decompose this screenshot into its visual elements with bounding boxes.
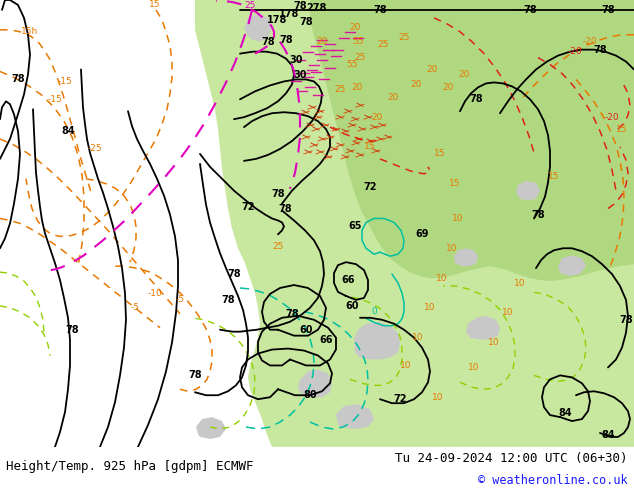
Text: 78: 78: [221, 295, 235, 305]
Polygon shape: [466, 316, 500, 340]
Text: 20: 20: [410, 80, 422, 89]
Text: 20: 20: [443, 83, 454, 92]
Text: 20: 20: [372, 113, 383, 122]
Text: 60: 60: [346, 301, 359, 311]
Text: 10: 10: [412, 333, 424, 342]
Text: 10: 10: [514, 278, 526, 288]
Polygon shape: [454, 248, 478, 266]
Text: 25: 25: [273, 242, 283, 251]
Text: 78: 78: [188, 370, 202, 380]
Text: -25: -25: [87, 145, 102, 153]
Text: 25: 25: [354, 53, 366, 62]
Text: 178: 178: [279, 9, 299, 19]
Text: 78: 78: [227, 269, 241, 279]
Text: Tu 24-09-2024 12:00 UTC (06+30): Tu 24-09-2024 12:00 UTC (06+30): [395, 452, 628, 466]
Polygon shape: [244, 14, 272, 42]
Polygon shape: [516, 181, 540, 200]
Text: 78: 78: [593, 45, 607, 55]
Text: 65: 65: [348, 221, 362, 231]
Text: Height/Temp. 925 hPa [gdpm] ECMWF: Height/Temp. 925 hPa [gdpm] ECMWF: [6, 460, 254, 473]
Text: 15: 15: [149, 0, 161, 9]
Text: 84: 84: [601, 430, 615, 440]
Text: 78: 78: [619, 315, 633, 325]
Text: 80: 80: [303, 390, 317, 400]
Text: 78: 78: [65, 325, 79, 335]
Text: 72: 72: [242, 201, 255, 212]
Text: -5: -5: [176, 295, 184, 304]
Text: 78: 78: [11, 74, 25, 84]
Text: 20: 20: [316, 37, 328, 46]
Text: -20: -20: [605, 113, 619, 122]
Text: 66: 66: [320, 335, 333, 344]
Text: 78: 78: [271, 189, 285, 198]
Text: 78: 78: [293, 1, 307, 11]
Text: -5: -5: [131, 303, 139, 312]
Text: 15: 15: [434, 149, 446, 158]
Text: 15: 15: [548, 172, 560, 181]
Polygon shape: [196, 417, 226, 439]
Text: -20: -20: [583, 37, 597, 46]
Text: 20: 20: [387, 93, 399, 102]
Text: 84: 84: [61, 126, 75, 136]
Text: 20: 20: [426, 65, 437, 74]
Text: 72: 72: [363, 182, 377, 192]
Text: 84: 84: [558, 408, 572, 418]
Text: 55: 55: [353, 37, 364, 46]
Text: -15: -15: [58, 77, 72, 86]
Text: 10: 10: [446, 244, 458, 253]
Text: 25: 25: [398, 33, 410, 42]
Text: 55: 55: [346, 60, 358, 69]
Text: 278: 278: [306, 3, 326, 13]
Text: 20: 20: [351, 83, 363, 92]
Text: 10: 10: [452, 214, 463, 223]
Text: 10: 10: [502, 308, 514, 318]
Text: 15: 15: [616, 124, 628, 134]
Text: 178: 178: [267, 15, 287, 25]
Text: -15: -15: [48, 95, 62, 104]
Text: 78: 78: [531, 210, 545, 220]
Text: 25: 25: [244, 1, 256, 10]
Text: 72: 72: [393, 394, 407, 404]
Text: 10: 10: [436, 273, 448, 283]
Text: 78: 78: [601, 5, 615, 15]
Text: 25: 25: [377, 40, 389, 49]
Text: 78: 78: [285, 309, 299, 319]
Text: 30: 30: [289, 54, 303, 65]
Text: 10: 10: [432, 392, 444, 402]
Text: 15: 15: [450, 179, 461, 188]
Text: 69: 69: [415, 229, 429, 239]
Text: 15: 15: [365, 143, 376, 151]
Text: -20: -20: [567, 47, 582, 56]
Text: 10: 10: [488, 338, 500, 347]
Text: 66: 66: [341, 275, 355, 285]
Text: 78: 78: [469, 94, 483, 104]
Text: 15h: 15h: [22, 27, 39, 36]
Text: 0: 0: [371, 307, 377, 317]
Text: 78: 78: [279, 35, 293, 45]
Text: 78: 78: [299, 17, 313, 27]
Polygon shape: [354, 322, 400, 360]
Polygon shape: [558, 255, 586, 276]
Polygon shape: [336, 404, 374, 429]
Polygon shape: [298, 369, 332, 397]
Text: 20: 20: [349, 24, 361, 32]
Text: 78: 78: [523, 5, 537, 15]
Text: 25: 25: [334, 85, 346, 94]
Text: 78: 78: [278, 203, 292, 214]
Polygon shape: [195, 0, 634, 447]
Text: 10: 10: [424, 303, 436, 312]
Text: © weatheronline.co.uk: © weatheronline.co.uk: [478, 474, 628, 487]
Text: 10: 10: [469, 363, 480, 372]
Text: 10: 10: [400, 361, 411, 370]
Text: 78: 78: [261, 37, 275, 47]
Text: 60: 60: [299, 325, 313, 335]
Text: 30: 30: [294, 71, 307, 80]
Polygon shape: [310, 0, 634, 281]
Text: 20: 20: [458, 70, 470, 79]
Text: 78: 78: [373, 5, 387, 15]
Text: -10: -10: [148, 290, 162, 298]
